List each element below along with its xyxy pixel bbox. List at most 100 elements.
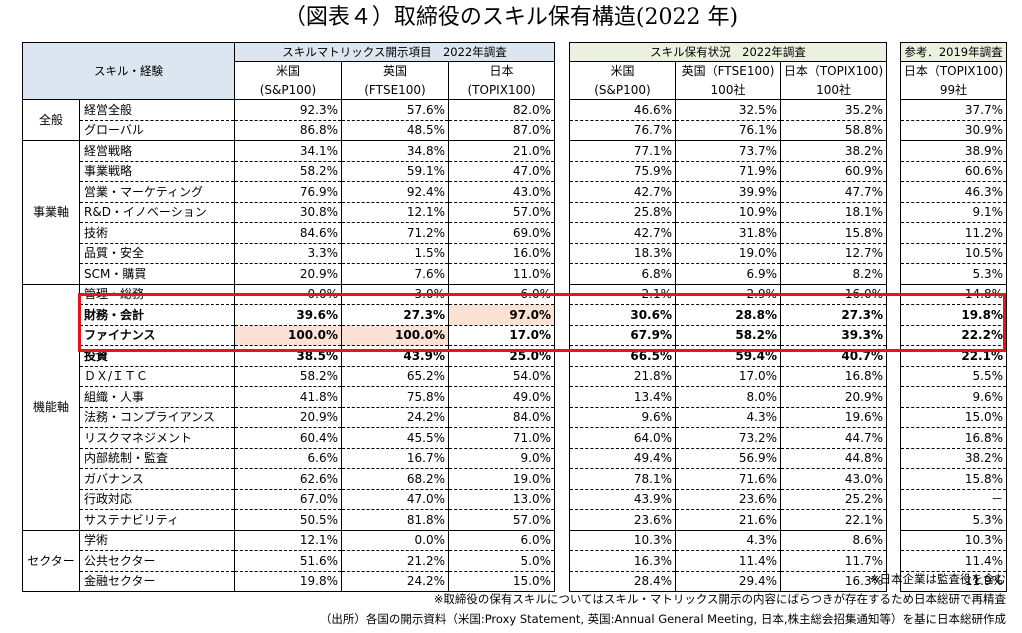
value-cell: 43.0% xyxy=(779,468,888,490)
value-cell: 4.3% xyxy=(675,407,781,429)
value-cell: 16.8% xyxy=(779,366,888,388)
table-row: 13.4% 8.0% 20.9% xyxy=(569,386,888,408)
table-row: 11.2% xyxy=(900,222,1007,244)
value-cell: 29.4% xyxy=(675,571,781,593)
value-cell: 100.0% xyxy=(341,325,449,347)
table-row: 事業戦略 58.2% 59.1% 47.0% xyxy=(23,161,556,183)
table-row: 21.8% 17.0% 16.8% xyxy=(569,366,888,388)
value-cell: 64.0% xyxy=(569,427,676,449)
value-cell: 6.6% xyxy=(234,448,342,470)
value-cell: 57.6% xyxy=(341,99,449,121)
value-cell: 30.9% xyxy=(900,120,1007,142)
value-cell: 100.0% xyxy=(234,325,342,347)
reference-group-header: 参考．2019年調査 xyxy=(900,41,1007,63)
value-cell: 0.0% xyxy=(341,530,449,552)
value-cell: 24.2% xyxy=(341,407,449,429)
skill-item: 営業・マーケティング xyxy=(79,181,235,203)
value-cell: 84.0% xyxy=(447,407,556,429)
value-cell: 60.4% xyxy=(234,427,342,449)
table-row: 15.0% xyxy=(900,407,1007,429)
col-header-bottom: 99社 xyxy=(900,80,1007,101)
value-cell: 8.6% xyxy=(779,530,888,552)
table-row: SCM・購買 20.9% 7.6% 11.0% xyxy=(23,263,556,285)
value-cell: 73.2% xyxy=(675,427,781,449)
skill-matrix-disclosure-table: スキル・経験 スキルマトリックス開示項目 2022年調査 米国 英国 日本 (S… xyxy=(22,41,556,593)
value-cell: 9.6% xyxy=(900,386,1007,408)
col-header-top: 米国 xyxy=(234,61,342,81)
value-cell: 65.2% xyxy=(341,366,449,388)
value-cell: 97.0% xyxy=(447,304,556,326)
table-row: 60.6% xyxy=(900,161,1007,183)
value-cell: 6.9% xyxy=(675,263,781,285)
table-row: 事業軸 経営戦略 34.1% 34.8% 21.0% xyxy=(22,140,556,285)
value-cell: 34.8% xyxy=(341,140,449,162)
value-cell: 60.9% xyxy=(779,161,888,183)
value-cell: 81.8% xyxy=(341,509,449,531)
value-cell: 58.2% xyxy=(234,366,342,388)
col-header-top: 英国（FTSE100) xyxy=(675,61,781,81)
value-cell: 60.6% xyxy=(900,161,1007,183)
col-header-bottom: 100社 xyxy=(675,80,781,101)
value-cell: 71.2% xyxy=(341,222,449,244)
value-cell: 8.2% xyxy=(779,263,888,285)
skill-item: ファイナンス xyxy=(79,325,235,347)
value-cell: 25.8% xyxy=(569,202,676,224)
value-cell: 38.2% xyxy=(779,140,888,162)
value-cell: 19.0% xyxy=(675,243,781,265)
value-cell: 11.7% xyxy=(779,550,888,572)
value-cell: 19.8% xyxy=(234,571,342,593)
value-cell: 5.3% xyxy=(900,509,1007,531)
value-cell: 30.6% xyxy=(569,304,676,326)
table-row: 25.8% 10.9% 18.1% xyxy=(569,202,888,224)
skill-item: ＤＸ/ＩＴＣ xyxy=(79,366,235,388)
value-cell: 19.6% xyxy=(779,407,888,429)
col-header-top: 英国 xyxy=(341,61,449,81)
table-row: 28.4% 29.4% 16.3% xyxy=(569,571,888,593)
table-row: 38.9% xyxy=(900,140,1007,162)
skill-item: 金融セクター xyxy=(79,571,235,593)
table-row: 15.8% xyxy=(900,468,1007,490)
value-cell: 56.9% xyxy=(675,448,781,470)
table-row: リスクマネジメント 60.4% 45.5% 71.0% xyxy=(23,427,556,449)
value-cell: 51.6% xyxy=(234,550,342,572)
value-cell: 21.8% xyxy=(569,366,676,388)
table-row: 23.6% 21.6% 22.1% xyxy=(569,509,888,531)
value-cell: 28.8% xyxy=(675,304,781,326)
skill-item: 公共セクター xyxy=(79,550,235,572)
value-cell: 47.7% xyxy=(779,181,888,203)
value-cell: 44.8% xyxy=(779,448,888,470)
value-cell: 46.6% xyxy=(569,99,676,121)
table-row: 組織・人事 41.8% 75.8% 49.0% xyxy=(23,386,556,408)
value-cell: 10.9% xyxy=(675,202,781,224)
skill-item: 経営全般 xyxy=(79,99,235,121)
col-header-bottom: 100社 xyxy=(779,80,888,101)
table-row: 67.9% 58.2% 39.3% xyxy=(569,325,888,347)
value-cell: 17.0% xyxy=(447,325,556,347)
table-row: ＤＸ/ＩＴＣ 58.2% 65.2% 54.0% xyxy=(23,366,556,388)
skill-item: 学術 xyxy=(79,530,235,552)
skill-item: 経営戦略 xyxy=(79,140,235,162)
table-row: 財務・会計 39.6% 27.3% 97.0% xyxy=(23,304,556,326)
table-row: 22.2% xyxy=(900,325,1007,347)
col-header-top: 日本 xyxy=(447,61,556,81)
value-cell: 9.1% xyxy=(900,202,1007,224)
value-cell: － xyxy=(900,489,1007,511)
value-cell: 21.2% xyxy=(341,550,449,572)
value-cell: 4.3% xyxy=(675,530,781,552)
skill-item: 行政対応 xyxy=(79,489,235,511)
table-row: 46.6% 32.5% 35.2% xyxy=(569,99,888,121)
value-cell: 11.0% xyxy=(447,263,556,285)
holding-group-header: スキル保有状況 2022年調査 xyxy=(568,41,888,63)
table-row: 30.9% xyxy=(900,120,1007,142)
value-cell: 19.8% xyxy=(900,304,1007,326)
skill-item: グローバル xyxy=(79,120,235,142)
value-cell: 5.0% xyxy=(447,550,556,572)
table-row: 品質・安全 3.3% 1.5% 16.0% xyxy=(23,243,556,265)
value-cell: 16.3% xyxy=(569,550,676,572)
col-header-bottom: (S&P100) xyxy=(569,80,676,101)
table-row: 49.4% 56.9% 44.8% xyxy=(569,448,888,470)
table-row: 10.3% 4.3% 8.6% xyxy=(569,530,888,552)
skill-item: リスクマネジメント xyxy=(79,427,235,449)
value-cell: 12.1% xyxy=(341,202,449,224)
value-cell: 1.5% xyxy=(341,243,449,265)
